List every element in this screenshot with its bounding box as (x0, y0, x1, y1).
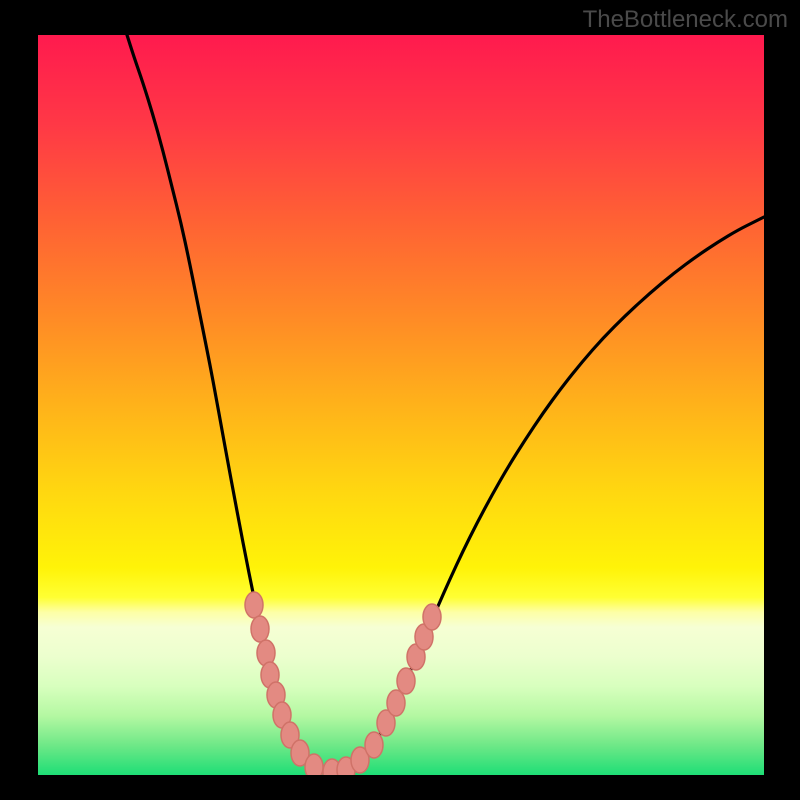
data-marker (365, 732, 383, 758)
data-marker (387, 690, 405, 716)
data-marker (251, 616, 269, 642)
data-marker (423, 604, 441, 630)
data-marker (397, 668, 415, 694)
data-marker (245, 592, 263, 618)
gradient-background (38, 35, 764, 775)
plot-area (38, 35, 764, 775)
chart-container: TheBottleneck.com (0, 0, 800, 800)
watermark-text: TheBottleneck.com (583, 6, 788, 34)
data-marker (305, 754, 323, 775)
plot-svg (38, 35, 764, 775)
